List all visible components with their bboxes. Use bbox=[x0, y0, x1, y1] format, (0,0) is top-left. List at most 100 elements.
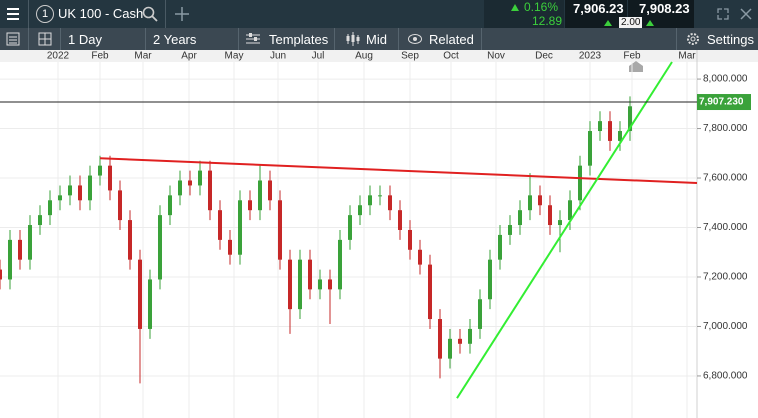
x-tick-label: Sep bbox=[401, 51, 419, 62]
instrument-bar: 1 UK 100 - Cash 0.16% 12.89 7,906.23 7,9… bbox=[0, 0, 758, 28]
candle-body bbox=[568, 200, 572, 221]
latest-marker bbox=[629, 61, 643, 72]
candle-body bbox=[478, 299, 482, 329]
candle-body bbox=[238, 200, 242, 255]
candle-body bbox=[548, 205, 552, 226]
candle-body bbox=[248, 200, 252, 211]
candle-body bbox=[118, 190, 122, 221]
candle-body bbox=[88, 175, 92, 201]
candle-body bbox=[198, 170, 202, 186]
spread-arrow-left bbox=[604, 20, 612, 26]
x-tick-label: Aug bbox=[355, 51, 373, 62]
candle-body bbox=[148, 279, 152, 329]
menu-icon[interactable] bbox=[6, 7, 20, 21]
price-type-select[interactable]: Mid bbox=[366, 32, 387, 47]
candle-body bbox=[168, 195, 172, 216]
x-tick-label: Mar bbox=[678, 51, 696, 62]
candle-body bbox=[468, 328, 472, 344]
settings-button[interactable]: Settings bbox=[707, 32, 754, 47]
candle-body bbox=[578, 165, 582, 201]
close-icon[interactable] bbox=[740, 8, 752, 20]
y-tick-label: 7,800.000 bbox=[703, 123, 748, 134]
x-tick-label: May bbox=[225, 51, 244, 62]
buy-price: 7,908.23 bbox=[639, 1, 690, 16]
sell-box[interactable]: 7,906.23 bbox=[565, 0, 627, 28]
date-axis-band bbox=[0, 50, 758, 62]
candle-body bbox=[178, 180, 182, 196]
divider bbox=[165, 0, 166, 28]
x-tick-label: Jun bbox=[270, 51, 286, 62]
candle-body bbox=[98, 165, 102, 176]
candle-body bbox=[488, 259, 492, 300]
change-percent: 0.16% bbox=[524, 0, 559, 14]
candle-body bbox=[518, 210, 522, 226]
divider bbox=[28, 0, 29, 28]
candle-body bbox=[348, 215, 352, 240]
range-select[interactable]: 2 Years bbox=[153, 32, 197, 47]
candle-body bbox=[288, 259, 292, 310]
candle-body bbox=[458, 338, 462, 344]
y-tick-label: 8,000.000 bbox=[703, 74, 748, 85]
candle-body bbox=[138, 259, 142, 329]
instrument-number: 1 bbox=[36, 5, 54, 23]
change-box: 0.16% 12.89 bbox=[484, 0, 564, 28]
candle-body bbox=[528, 195, 532, 211]
x-tick-label: 2023 bbox=[579, 51, 602, 62]
candle-body bbox=[0, 269, 2, 280]
add-tab[interactable] bbox=[175, 7, 189, 21]
expand-icon[interactable] bbox=[717, 8, 729, 20]
instrument-name[interactable]: UK 100 - Cash bbox=[58, 6, 144, 21]
candle-body bbox=[268, 180, 272, 201]
up-arrow bbox=[511, 4, 519, 11]
x-tick-label: Feb bbox=[91, 51, 109, 62]
settings-icon bbox=[687, 33, 699, 45]
y-tick-label: 7,200.000 bbox=[703, 272, 748, 283]
candle-body bbox=[68, 185, 72, 196]
candle-body bbox=[228, 239, 232, 255]
candle-body bbox=[308, 259, 312, 290]
candle-body bbox=[298, 259, 302, 310]
interval-select[interactable]: 1 Day bbox=[68, 32, 102, 47]
candle-body bbox=[338, 239, 342, 290]
candle-body bbox=[558, 220, 562, 226]
candle-body bbox=[258, 180, 262, 211]
x-tick-label: Jul bbox=[312, 51, 325, 62]
x-tick-label: Mar bbox=[134, 51, 152, 62]
x-tick-label: Apr bbox=[181, 51, 197, 62]
candle-body bbox=[598, 121, 602, 132]
candle-body bbox=[408, 229, 412, 250]
candle-body bbox=[108, 165, 112, 191]
candle-body bbox=[438, 319, 442, 359]
search-icon[interactable] bbox=[142, 6, 158, 22]
list-icon[interactable] bbox=[6, 32, 20, 46]
candle-body bbox=[328, 279, 332, 290]
candle-icon bbox=[346, 32, 360, 46]
y-tick-label: 7,600.000 bbox=[703, 173, 748, 184]
candle-body bbox=[8, 239, 12, 280]
candle-body bbox=[618, 131, 622, 141]
related-button[interactable]: Related bbox=[429, 32, 474, 47]
spread: 2.00 bbox=[619, 17, 643, 28]
candle-body bbox=[588, 131, 592, 166]
candle-body bbox=[38, 215, 42, 226]
candle-body bbox=[188, 180, 192, 186]
candle-body bbox=[398, 210, 402, 230]
x-tick-label: Dec bbox=[535, 51, 553, 62]
last-price-label: 7,907.230 bbox=[699, 97, 744, 108]
layout-icon[interactable] bbox=[38, 32, 52, 46]
templates-button[interactable]: Templates bbox=[269, 32, 329, 47]
y-tick-label: 7,400.000 bbox=[703, 222, 748, 233]
x-tick-label: 2022 bbox=[47, 51, 70, 62]
x-tick-label: Feb bbox=[623, 51, 641, 62]
candle-body bbox=[368, 195, 372, 206]
candle-body bbox=[218, 210, 222, 240]
candle-body bbox=[428, 264, 432, 320]
candle-body bbox=[128, 220, 132, 260]
candle-body bbox=[378, 195, 382, 197]
candle-body bbox=[278, 200, 282, 260]
y-tick-label: 6,800.000 bbox=[703, 371, 748, 382]
x-tick-label: Oct bbox=[443, 51, 459, 62]
toolbar: 1 Day 2 Years Templates Mid Related Sett… bbox=[0, 28, 758, 50]
candle-body bbox=[448, 338, 452, 359]
